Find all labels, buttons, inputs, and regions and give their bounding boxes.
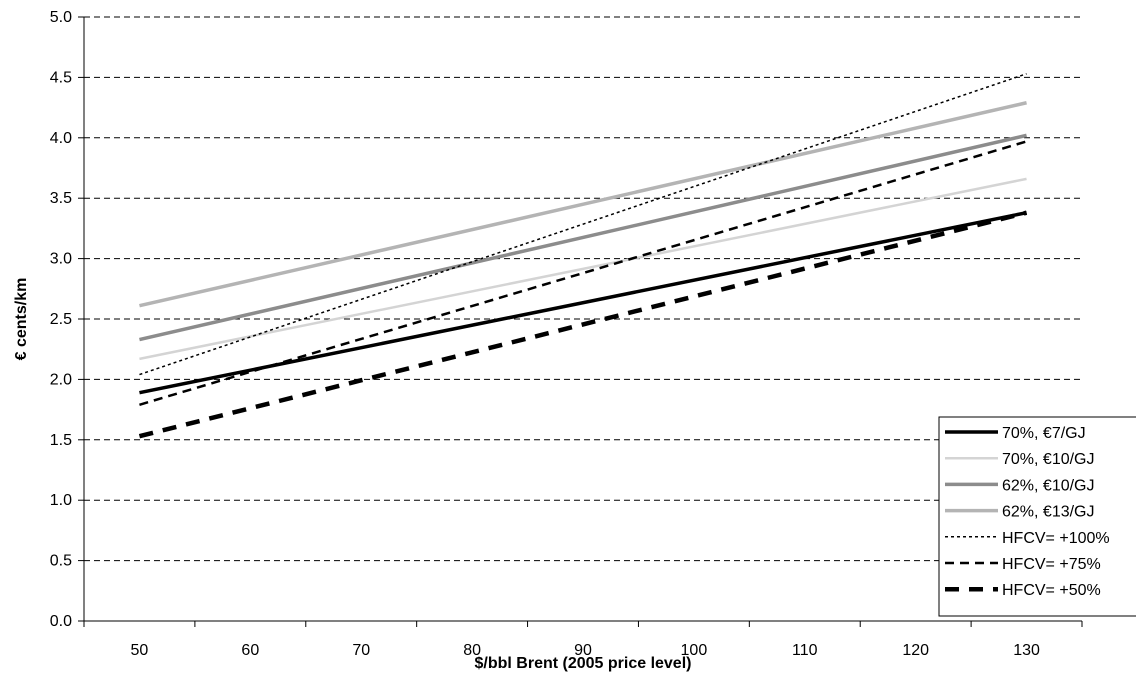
legend-label: HFCV= +75%: [1002, 556, 1101, 573]
series-line: [139, 101, 1027, 308]
y-tick-label: 4.0: [50, 130, 72, 147]
series-line: [139, 210, 1027, 395]
x-tick-label: 60: [241, 642, 259, 659]
series-line: [139, 140, 1027, 406]
series-line: [139, 73, 1027, 376]
legend: 70%, €7/GJ 70%, €10/GJ 62%, €10/GJ 62%, €13…: [938, 416, 1136, 617]
series-line: [139, 177, 1027, 361]
legend-box: [938, 416, 1136, 617]
y-tick-label: 0.5: [50, 553, 72, 570]
series-line: [139, 133, 1027, 342]
legend-label: 62%, €10/GJ: [1002, 477, 1095, 494]
y-tick-label: 2.0: [50, 371, 72, 388]
y-tick-label: 0.0: [50, 613, 72, 630]
x-axis-title: $/bbl Brent (2005 price level): [475, 655, 692, 672]
y-axis-title: € cents/km: [13, 278, 30, 361]
legend-label: HFCV= +50%: [1002, 582, 1101, 599]
y-tick-label: 3.0: [50, 251, 72, 268]
axes: [83, 17, 1082, 622]
y-tick-label: 5.0: [50, 9, 72, 26]
y-tick-label: 1.0: [50, 492, 72, 509]
y-tick-labels: 0.0 0.5 1.0 1.5 2.0 2.5 3.0 3.5 4.0 4.5 5.0: [50, 9, 72, 630]
x-tick-label: 90: [574, 642, 592, 659]
x-tick-labels: 50 60 70 80 90 100 110 120 130: [131, 642, 1040, 659]
x-tick-label: 50: [131, 642, 149, 659]
x-tick-label: 130: [1013, 642, 1040, 659]
x-tick-label: 120: [902, 642, 929, 659]
y-tick-label: 1.5: [50, 432, 72, 449]
x-tick-label: 70: [352, 642, 370, 659]
legend-label: 70%, €7/GJ: [1002, 425, 1086, 442]
legend-label: 62%, €13/GJ: [1002, 504, 1095, 521]
x-tick-label: 110: [792, 642, 818, 659]
legend-label: 70%, €10/GJ: [1002, 451, 1095, 468]
legend-label: HFCV= +100%: [1002, 530, 1110, 547]
series-lines: [138, 73, 1028, 439]
y-tick-label: 3.5: [50, 190, 72, 207]
y-tick-label: 4.5: [50, 69, 72, 86]
gridlines: [78, 16, 1082, 622]
x-tick-label: 80: [463, 642, 481, 659]
y-tick-label: 2.5: [50, 311, 72, 328]
series-line: [138, 210, 1028, 439]
x-ticks: [83, 621, 1083, 627]
x-tick-label: 100: [681, 642, 708, 659]
